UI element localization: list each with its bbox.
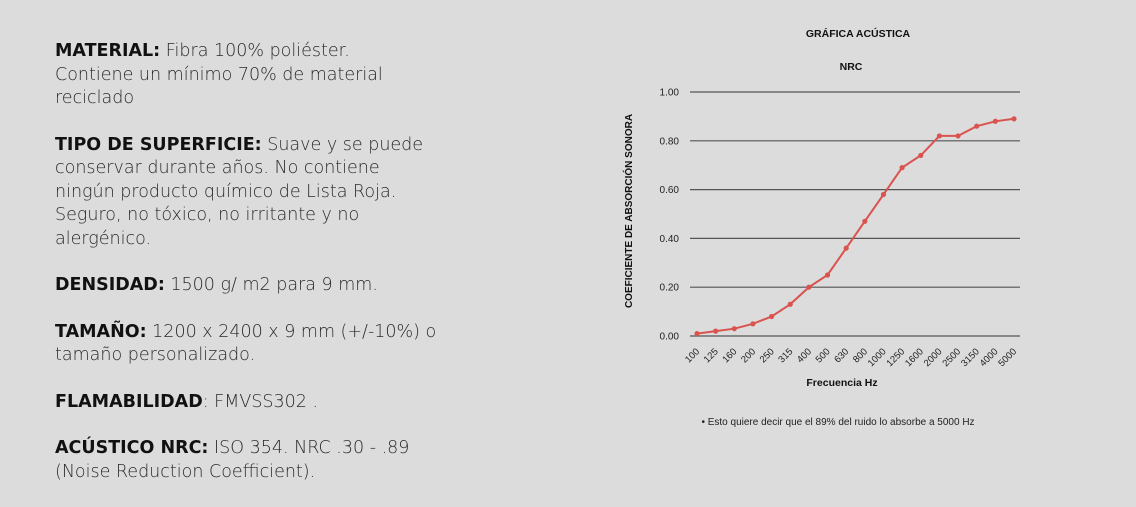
x-tick-label: 2000 bbox=[922, 346, 945, 369]
spec-text: 1500 g/ m2 para 9 mm. bbox=[164, 275, 378, 295]
data-point bbox=[787, 301, 793, 307]
x-tick-label: 1600 bbox=[903, 346, 926, 369]
spec-label: ACÚSTICO NRC: bbox=[55, 438, 209, 458]
x-tick-label: 160 bbox=[720, 346, 739, 365]
data-point bbox=[974, 123, 980, 129]
spec-item: TAMAÑO: 1200 x 2400 x 9 mm (+/-10%) o tam… bbox=[55, 321, 475, 368]
series-line bbox=[696, 117, 1015, 335]
spec-item: TIPO DE SUPERFICIE: Suave y se puede cons… bbox=[55, 134, 475, 252]
x-tick-label: 1250 bbox=[885, 346, 908, 369]
y-tick-label: 0.00 bbox=[660, 332, 680, 343]
spec-text: Seguro, no tóxico, no irritante y no bbox=[55, 205, 360, 225]
data-point bbox=[918, 152, 924, 159]
data-point bbox=[824, 272, 831, 278]
x-tick-label: 100 bbox=[683, 346, 702, 365]
x-tick-label: 500 bbox=[814, 346, 833, 365]
spec-text: reciclado bbox=[55, 88, 135, 108]
spec-list: MATERIAL: Fibra 100% poliéster. Contiene … bbox=[55, 40, 475, 507]
spec-text: : FMVSS302 . bbox=[202, 391, 319, 412]
spec-text: Suave y se puede bbox=[261, 134, 424, 155]
spec-label: TIPO DE SUPERFICIE: bbox=[55, 134, 262, 155]
x-tick-label: 2500 bbox=[940, 346, 963, 369]
y-tick-label: 1.00 bbox=[660, 88, 680, 99]
spec-text: alergénico. bbox=[55, 228, 152, 249]
data-point bbox=[750, 321, 756, 327]
data-point bbox=[731, 326, 737, 332]
spec-text: (Noise Reduction Coefficient). bbox=[55, 461, 316, 482]
spec-item: FLAMABILIDAD: FMVSS302 . bbox=[55, 391, 475, 415]
spec-label: MATERIAL: bbox=[55, 41, 161, 61]
data-point bbox=[936, 133, 943, 139]
x-tick-label: 1000 bbox=[866, 346, 889, 369]
spec-text: 1200 x 2400 x 9 mm (+/-10%) o bbox=[146, 321, 437, 342]
x-tick-label: 200 bbox=[739, 346, 758, 365]
y-tick-label: 0.80 bbox=[660, 136, 680, 147]
x-tick-label: 4000 bbox=[978, 346, 1001, 369]
x-tick-label: 250 bbox=[758, 346, 777, 365]
data-point bbox=[768, 313, 775, 320]
data-point bbox=[806, 284, 812, 290]
chart-title: GRÁFICA ACÚSTICA bbox=[806, 27, 911, 40]
data-point bbox=[899, 165, 905, 171]
y-tick-label: 0.60 bbox=[660, 185, 680, 196]
spec-text: ISO 354. NRC .30 - .89 bbox=[208, 438, 410, 458]
spec-text: tamaño personalizado. bbox=[55, 345, 256, 365]
chart-footnote: • Esto quiere decir que el 89% del ruido… bbox=[701, 417, 974, 428]
data-point bbox=[843, 245, 849, 251]
spec-item: DENSIDAD: 1500 g/ m2 para 9 mm. bbox=[55, 274, 475, 298]
spec-text: Contiene un mínimo 70% de material bbox=[55, 64, 383, 85]
data-point bbox=[1011, 116, 1017, 122]
spec-text: Fibra 100% poliéster. bbox=[160, 41, 350, 61]
spec-item: ACÚSTICO NRC: ISO 354. NRC .30 - .89 (Noi… bbox=[55, 437, 475, 484]
data-point bbox=[880, 191, 887, 198]
x-tick-label: 630 bbox=[832, 346, 851, 365]
spec-label: DENSIDAD: bbox=[55, 275, 165, 295]
acoustic-chart: GRÁFICA ACÚSTICA NRC 0.00 0.20 0.40 0.60 0.8… bbox=[622, 27, 1020, 428]
y-axis-label: COEFICIENTE DE ABSORCIÓN SONORA bbox=[622, 114, 635, 308]
x-tick-label: 125 bbox=[702, 346, 721, 365]
x-axis-label: Frecuencia Hz bbox=[806, 377, 877, 389]
data-point bbox=[694, 330, 700, 337]
spec-text: ningún producto químico de Lista Roja. bbox=[55, 181, 397, 202]
data-point bbox=[955, 133, 961, 139]
x-tick-label: 400 bbox=[795, 346, 814, 365]
spec-label: TAMAÑO: bbox=[55, 321, 147, 342]
chart-subtitle: NRC bbox=[840, 61, 863, 73]
spec-item: MATERIAL: Fibra 100% poliéster. Contiene … bbox=[55, 40, 475, 111]
spec-label: FLAMABILIDAD bbox=[55, 391, 203, 412]
x-tick-label: 315 bbox=[776, 346, 795, 365]
x-tick-label: 3150 bbox=[959, 346, 982, 369]
y-tick-label: 0.20 bbox=[660, 283, 680, 294]
data-point bbox=[713, 328, 719, 334]
spec-text: conservar durante años. No contiene bbox=[55, 158, 380, 178]
data-point bbox=[862, 218, 868, 224]
data-point bbox=[992, 118, 998, 124]
y-tick-label: 0.40 bbox=[660, 234, 680, 245]
x-tick-label: 5000 bbox=[996, 346, 1019, 369]
